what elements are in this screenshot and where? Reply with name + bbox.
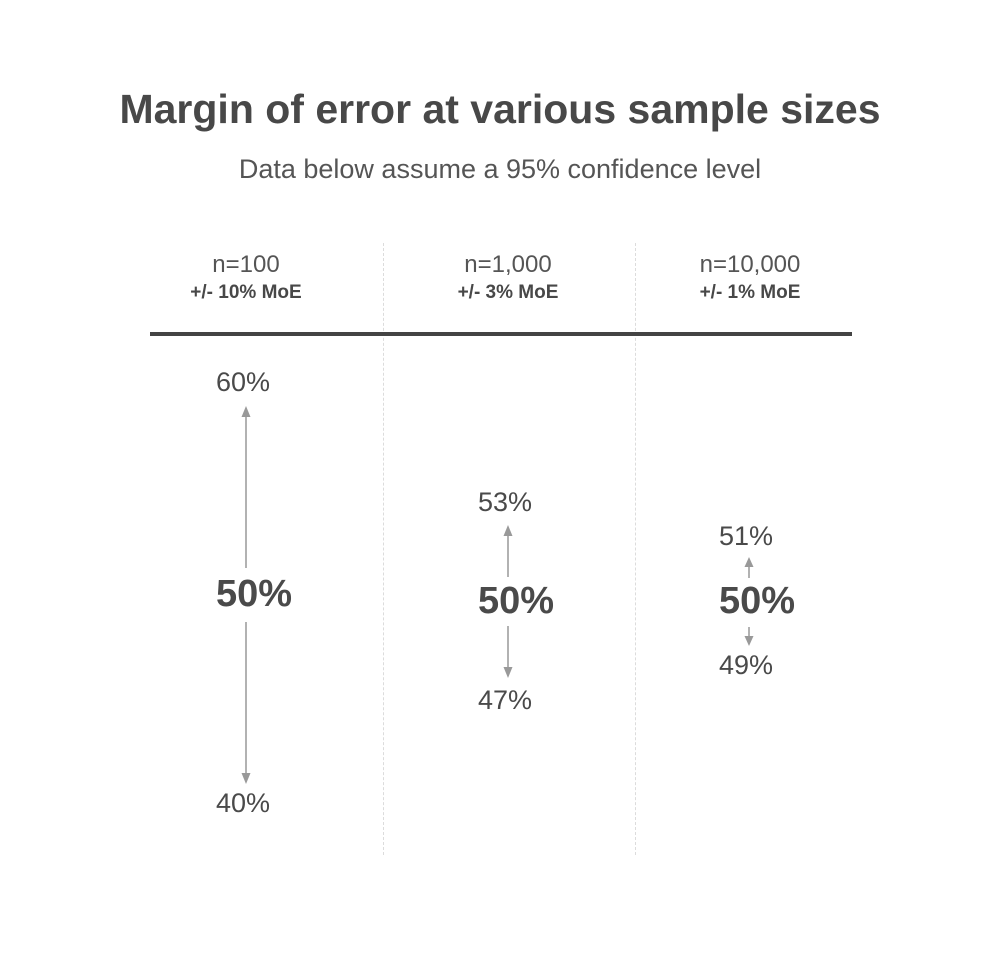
lower-bound-value: 47% — [478, 685, 533, 715]
moe-label: +/- 3% MoE — [457, 282, 559, 303]
upper-arrowhead — [503, 525, 513, 536]
upper-bound-value: 53% — [478, 487, 533, 517]
sample-size-label: n=1,000 — [464, 251, 552, 278]
lower-bound-value: 49% — [719, 650, 774, 680]
upper-arrowhead — [241, 406, 251, 417]
upper-bound-value: 51% — [719, 521, 774, 551]
lower-arrowhead — [241, 773, 251, 784]
lower-arrowhead — [744, 636, 754, 646]
sample-size-label: n=10,000 — [699, 251, 801, 278]
center-estimate-value: 50% — [216, 573, 293, 615]
column-header-n100: n=100 +/- 10% MoE — [136, 250, 356, 306]
lower-arrowhead — [503, 667, 513, 678]
column-header-n10000: n=10,000 +/- 1% MoE — [640, 250, 860, 306]
column-header-n1000: n=1,000 +/- 3% MoE — [398, 250, 618, 306]
lower-bound-value: 40% — [216, 788, 271, 818]
upper-arrowhead — [744, 557, 754, 567]
upper-bound-value: 60% — [216, 367, 271, 397]
center-estimate-value: 50% — [478, 580, 555, 622]
column-divider — [635, 243, 636, 855]
header-rule — [150, 332, 852, 336]
center-estimate-value: 50% — [719, 580, 796, 622]
moe-label: +/- 10% MoE — [190, 282, 302, 303]
chart-subtitle: Data below assume a 95% confidence level — [238, 154, 762, 184]
chart-title: Margin of error at various sample sizes — [119, 86, 881, 132]
column-divider — [383, 243, 384, 855]
sample-size-label: n=100 — [212, 251, 280, 278]
moe-label: +/- 1% MoE — [699, 282, 801, 303]
